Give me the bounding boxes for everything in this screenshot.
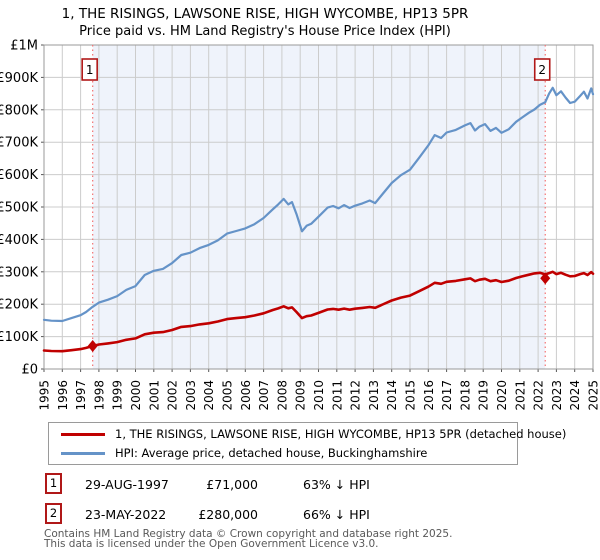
x-axis-label: 2015 bbox=[404, 380, 418, 411]
x-axis-label: 2008 bbox=[275, 380, 289, 411]
x-axis-label: 2013 bbox=[367, 380, 381, 411]
y-axis-label: £700K bbox=[0, 136, 38, 151]
plot-border bbox=[43, 44, 594, 370]
y-axis-label: £300K bbox=[0, 265, 38, 280]
licence-line: This data is licensed under the Open Gov… bbox=[44, 538, 379, 550]
x-axis-label: 2009 bbox=[294, 380, 308, 411]
x-axis-label: 2024 bbox=[568, 380, 582, 411]
sale-marker-badge: 2 bbox=[45, 503, 62, 524]
sale-marker-badge: 1 bbox=[45, 473, 62, 494]
x-axis-label: 2019 bbox=[477, 380, 491, 411]
copyright-line: Contains HM Land Registry data © Crown c… bbox=[44, 528, 453, 540]
x-axis-label: 1998 bbox=[92, 380, 106, 411]
y-axis-label: £800K bbox=[0, 103, 38, 118]
x-axis-label: 2004 bbox=[202, 380, 216, 411]
x-axis-label: 2002 bbox=[166, 380, 180, 411]
sale-number-box bbox=[81, 58, 98, 81]
price-line-swatch bbox=[61, 433, 105, 436]
x-axis-label: 2025 bbox=[587, 380, 600, 411]
x-axis-label: 2017 bbox=[440, 380, 454, 411]
x-axis-label: 2020 bbox=[495, 380, 509, 411]
x-axis-label: 2010 bbox=[312, 380, 326, 411]
y-axis-label: £0 bbox=[21, 363, 38, 378]
x-axis-label: 2000 bbox=[129, 380, 143, 411]
x-axis-label: 2007 bbox=[257, 380, 271, 411]
y-axis-label: £100K bbox=[0, 330, 38, 345]
x-axis-label: 2018 bbox=[458, 380, 472, 411]
x-axis-label: 2016 bbox=[422, 380, 436, 411]
x-axis-label: 2012 bbox=[349, 380, 363, 411]
sale-price: £71,000 bbox=[206, 477, 258, 492]
y-axis-label: £500K bbox=[0, 201, 38, 216]
sale-vs-hpi: 63% ↓ HPI bbox=[303, 477, 370, 492]
x-axis-label: 2003 bbox=[184, 380, 198, 411]
price-chart: 1 2 £0 £100K £200K £300K £400K £500K £600K £700K £… bbox=[0, 39, 600, 411]
chart-legend: 1, THE RISINGS, LAWSONE RISE, HIGH WYCOM… bbox=[48, 422, 566, 465]
x-axis-label: 1999 bbox=[111, 380, 125, 411]
y-axis-label: £200K bbox=[0, 298, 38, 313]
sale-number-label: 1 bbox=[86, 63, 94, 77]
x-axis-label: 2001 bbox=[147, 380, 161, 411]
x-axis-label: 2011 bbox=[330, 380, 344, 411]
sale-point-diamond bbox=[87, 339, 98, 352]
x-axis-label: 2006 bbox=[239, 380, 253, 411]
sale-number-box bbox=[533, 58, 551, 81]
legend-label: 1, THE RISINGS, LAWSONE RISE, HIGH WYCOM… bbox=[115, 427, 567, 441]
x-axis-label: 2022 bbox=[532, 380, 546, 411]
sale-vs-hpi: 66% ↓ HPI bbox=[303, 507, 370, 522]
x-axis-label: 1996 bbox=[56, 380, 70, 411]
sale-annotation-row: 1 29-AUG-1997 £71,000 63% ↓ HPI bbox=[45, 473, 565, 495]
hpi-line bbox=[42, 86, 595, 323]
sale-date: 23-MAY-2022 bbox=[85, 507, 167, 522]
hpi-line-swatch bbox=[61, 452, 105, 455]
y-axis-label: £900K bbox=[0, 71, 38, 86]
y-axis-label: £600K bbox=[0, 168, 38, 183]
x-axis-label: 2021 bbox=[513, 380, 527, 411]
x-axis-label: 2014 bbox=[385, 380, 399, 411]
legend-item-hpi: HPI: Average price, detached house, Buck… bbox=[49, 443, 517, 463]
x-axis-label: 1995 bbox=[38, 380, 52, 411]
x-axis-label: 2005 bbox=[221, 380, 235, 411]
legend-label: HPI: Average price, detached house, Buck… bbox=[115, 446, 428, 460]
x-axis-label: 2023 bbox=[550, 380, 564, 411]
sale-number-label: 2 bbox=[538, 63, 546, 77]
page-title: 1, THE RISINGS, LAWSONE RISE, HIGH WYCOM… bbox=[61, 6, 469, 22]
sale-point-diamond bbox=[540, 272, 551, 285]
y-axis-label: £1M bbox=[10, 39, 38, 54]
page-subtitle: Price paid vs. HM Land Registry's House … bbox=[79, 24, 451, 39]
x-axis-label: 1997 bbox=[74, 380, 88, 411]
legend-item-price-paid: 1, THE RISINGS, LAWSONE RISE, HIGH WYCOM… bbox=[49, 424, 566, 444]
price-paid-line bbox=[42, 270, 595, 353]
sale-date: 29-AUG-1997 bbox=[85, 477, 169, 492]
sale-annotation-row: 2 23-MAY-2022 £280,000 66% ↓ HPI bbox=[45, 503, 565, 525]
y-axis-label: £400K bbox=[0, 233, 38, 248]
sale-price: £280,000 bbox=[198, 507, 258, 522]
